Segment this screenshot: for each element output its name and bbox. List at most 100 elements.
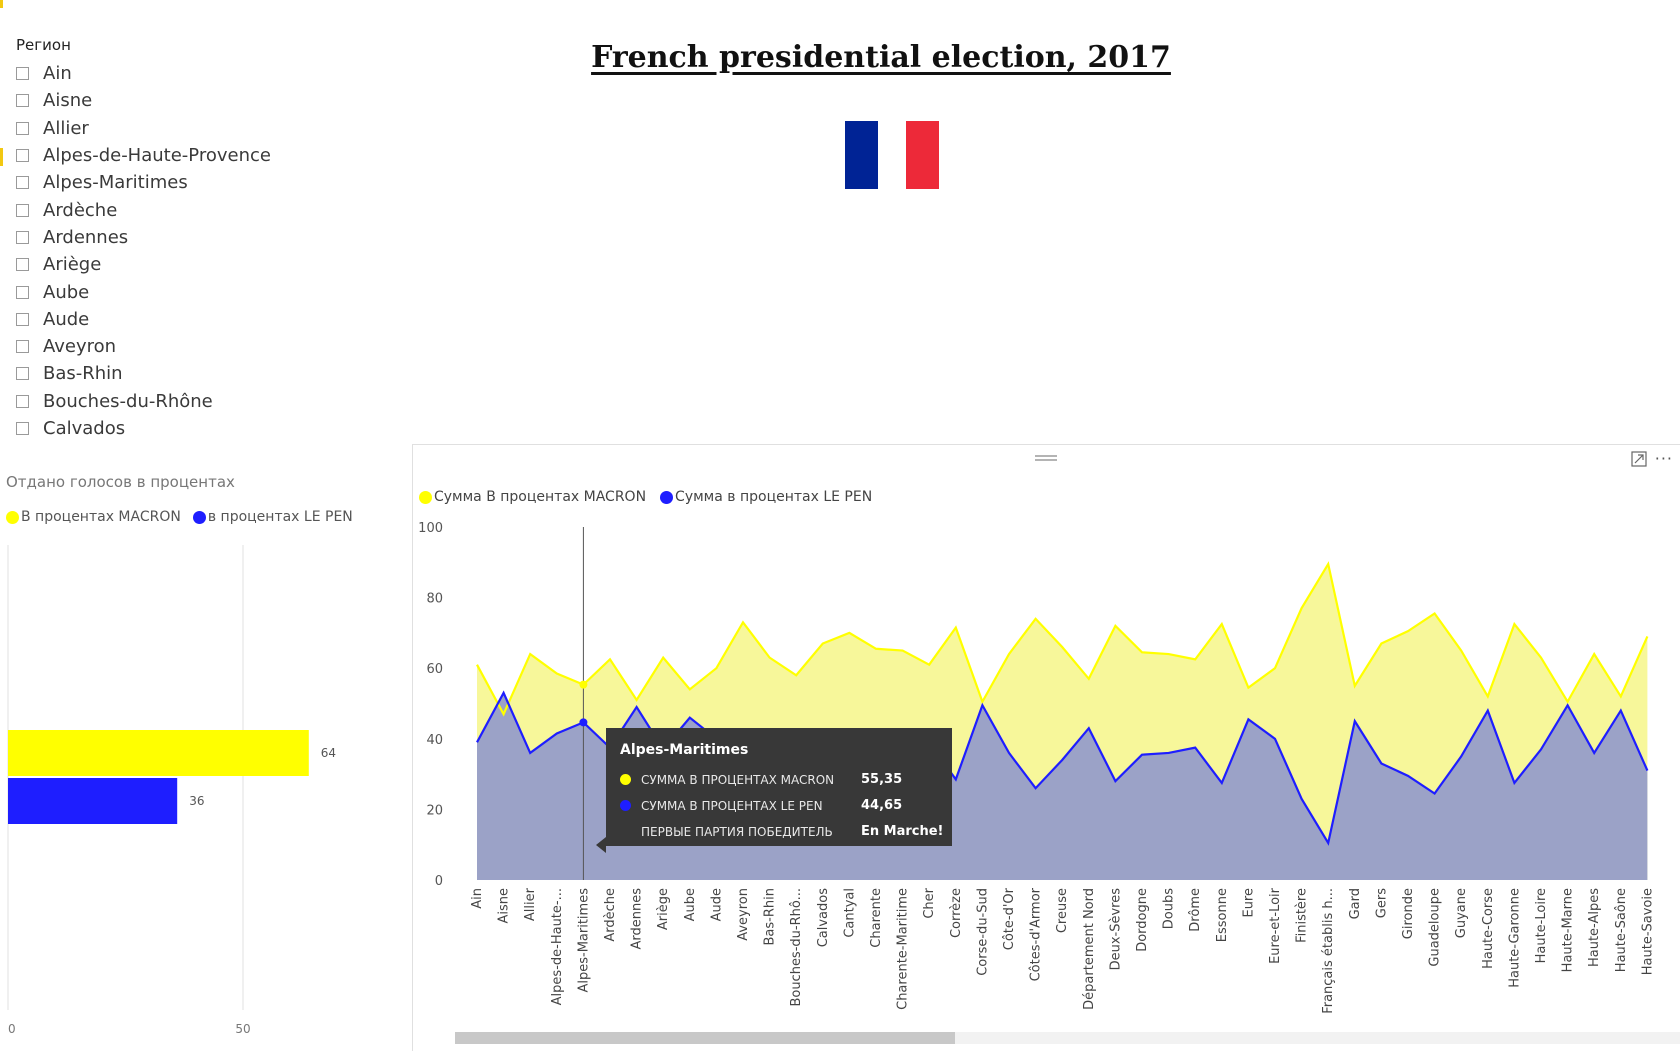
bar-data-label: 36: [189, 794, 204, 808]
legend-item-lepen[interactable]: Сумма в процентах LE PEN: [660, 489, 872, 505]
legend-dot-lepen: [660, 490, 674, 504]
page-title: French presidential election, 2017: [591, 40, 1171, 75]
x-tick-label: Haute-Loire: [1534, 888, 1549, 963]
x-tick-label: Guadeloupe: [1428, 888, 1443, 967]
x-tick-label: Haute-Garonne: [1507, 888, 1522, 988]
x-tick-label: Ain: [470, 888, 485, 909]
drag-handle-icon[interactable]: [1035, 455, 1057, 461]
slicer-item[interactable]: Aude: [16, 306, 396, 333]
x-tick-label: Corrèze: [949, 888, 964, 938]
tooltip-label: ПЕРВЫЕ ПАРТИЯ ПОБЕДИТЕЛЬ: [641, 824, 833, 839]
checkbox[interactable]: [16, 312, 29, 326]
slicer-item-label: Aveyron: [43, 336, 117, 358]
checkbox[interactable]: [16, 285, 29, 299]
checkbox[interactable]: [16, 176, 29, 190]
hover-marker-macron: [579, 680, 588, 689]
slicer-item[interactable]: Bouches-du-Rhône: [16, 388, 396, 415]
slicer-item-label: Ariège: [43, 254, 102, 276]
slicer-item[interactable]: Ariège: [16, 251, 396, 278]
slicer-item-label: Aisne: [43, 90, 93, 112]
x-tick-label: Doubs: [1162, 888, 1177, 929]
bar-data-label: 64: [321, 746, 336, 760]
focus-mode-icon[interactable]: [1631, 451, 1647, 467]
tooltip-row-lepen: СУММА В ПРОЦЕНТАХ LE PEN 44,65: [620, 798, 902, 813]
y-tick-label: 20: [426, 803, 443, 818]
tooltip-label: СУММА В ПРОЦЕНТАХ LE PEN: [641, 798, 823, 813]
checkbox[interactable]: [16, 367, 29, 381]
slicer-item[interactable]: Ardennes: [16, 224, 396, 251]
legend-item-macron[interactable]: Сумма В процентах MACRON: [419, 489, 646, 505]
tooltip-dot-macron: [620, 774, 631, 785]
x-tick-label: Haute-Marne: [1561, 888, 1576, 972]
x-tick-label: Eure-et-Loir: [1268, 887, 1283, 964]
x-tick-label: Aisne: [497, 888, 512, 924]
tooltip-pointer: [596, 837, 606, 853]
tooltip-value: 44,65: [861, 798, 903, 813]
checkbox[interactable]: [16, 121, 29, 135]
x-tick-label: Aveyron: [736, 888, 751, 941]
slicer-item[interactable]: Aisne: [16, 87, 396, 114]
more-options-icon[interactable]: ···: [1654, 449, 1673, 468]
slicer-item-label: Ardèche: [43, 199, 118, 221]
x-tick-label: Haute-Alpes: [1587, 888, 1602, 967]
x-tick-label: Ardennes: [630, 888, 645, 950]
x-tick-label: Côte-d'Or: [1002, 887, 1017, 950]
hover-marker-lepen: [579, 718, 588, 727]
tooltip-value: En Marche!: [861, 824, 944, 839]
area-chart-legend: Сумма В процентах MACRON Сумма в процент…: [419, 489, 886, 505]
x-tick-label: Finistère: [1295, 888, 1310, 943]
checkbox[interactable]: [16, 394, 29, 408]
legend-label-lepen: в процентах LE PEN: [207, 509, 353, 525]
y-tick-label: 80: [426, 592, 443, 607]
checkbox[interactable]: [16, 230, 29, 244]
slicer-list: Ain Aisne Allier Alpes-de-Haute-Provence Alp…: [16, 60, 396, 442]
slicer-item[interactable]: Alpes-de-Haute-Provence: [16, 142, 396, 169]
checkbox[interactable]: [16, 340, 29, 354]
slicer-item[interactable]: Aube: [16, 278, 396, 305]
flag-blue-stripe: [845, 121, 878, 189]
slicer-item-label: Bouches-du-Rhône: [43, 390, 213, 412]
checkbox[interactable]: [16, 67, 29, 81]
x-tick-label: Cher: [922, 887, 937, 918]
slicer-item-label: Ardennes: [43, 226, 129, 248]
bar-chart-title: Отдано голосов в процентах: [6, 473, 235, 491]
checkbox[interactable]: [16, 203, 29, 217]
flag-red-stripe: [906, 121, 939, 189]
edge-marker: [0, 0, 3, 8]
x-tick-label: Département Nord: [1082, 888, 1097, 1010]
x-tick-label: Cantyal: [842, 888, 857, 938]
x-tick-label: Drôme: [1188, 888, 1203, 932]
bar: [8, 730, 309, 776]
slicer-item[interactable]: Ain: [16, 60, 396, 87]
slicer-item[interactable]: Bas-Rhin: [16, 360, 396, 387]
y-tick-label: 40: [426, 733, 443, 748]
slicer-item-label: Bas-Rhin: [43, 363, 123, 385]
x-tick-label: Essonne: [1215, 888, 1230, 942]
checkbox[interactable]: [16, 258, 29, 272]
x-tick-label: Aube: [683, 888, 698, 921]
french-flag-image: [845, 121, 939, 189]
slicer-item[interactable]: Aveyron: [16, 333, 396, 360]
checkbox[interactable]: [16, 422, 29, 435]
slicer-title: Регион: [16, 36, 71, 54]
tooltip-dot-spacer: [620, 826, 631, 837]
slicer-item[interactable]: Ardèche: [16, 196, 396, 223]
slicer-item[interactable]: Allier: [16, 115, 396, 142]
x-tick-label: 0: [8, 1022, 16, 1036]
region-slicer: Регион Ain Aisne Allier Alpes-de-Haute-Prov…: [16, 36, 396, 442]
slicer-item[interactable]: Calvados: [16, 415, 396, 442]
x-tick-label: Bas-Rhin: [763, 888, 778, 945]
x-tick-label: Alpes-de-Haute-...: [550, 888, 565, 1005]
checkbox[interactable]: [16, 94, 29, 108]
legend-dot-lepen: [192, 510, 206, 524]
legend-label-macron: Сумма В процентах MACRON: [434, 489, 647, 505]
horizontal-scrollbar-thumb[interactable]: [455, 1032, 955, 1044]
bar-chart: 0 50 64 36: [7, 545, 336, 1036]
checkbox[interactable]: [16, 149, 29, 163]
slicer-item[interactable]: Alpes-Maritimes: [16, 169, 396, 196]
x-tick-label: Dordogne: [1135, 888, 1150, 952]
x-tick-label: Gers: [1374, 888, 1389, 918]
series-line-macron: [476, 561, 1649, 717]
edge-marker: [0, 148, 3, 166]
x-tick-label: Haute-Savoie: [1640, 888, 1655, 975]
